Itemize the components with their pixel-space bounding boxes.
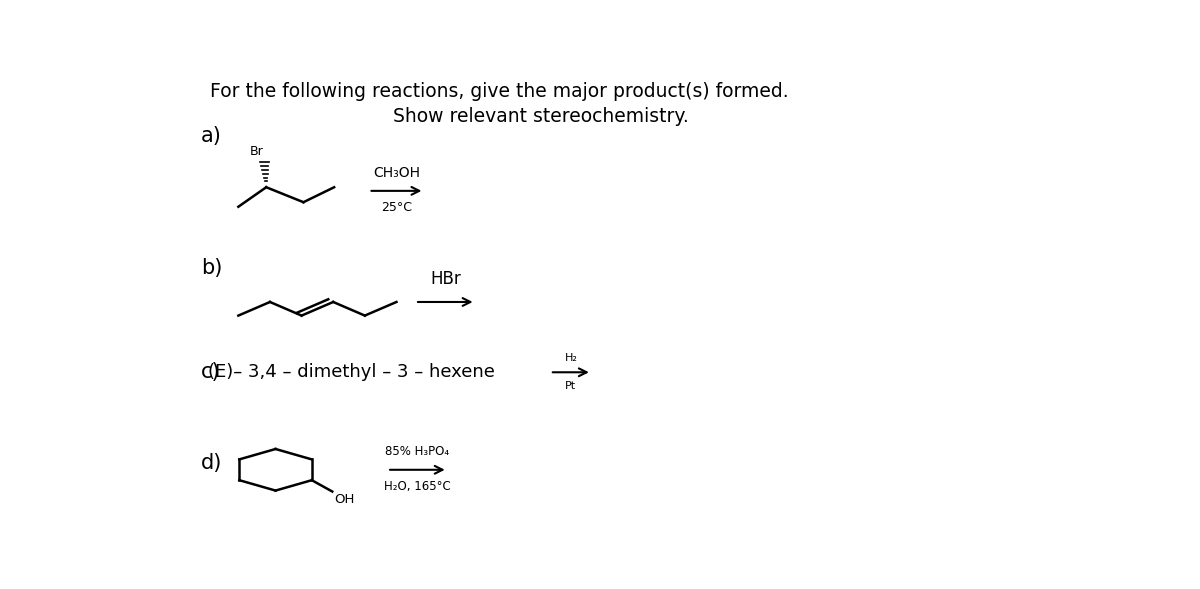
Text: 25°C: 25°C: [380, 201, 412, 214]
Text: Br: Br: [250, 145, 264, 158]
Text: Pt: Pt: [565, 381, 576, 391]
Text: H₂O, 165°C: H₂O, 165°C: [384, 480, 451, 493]
Text: HBr: HBr: [430, 270, 461, 289]
Text: Show relevant stereochemistry.: Show relevant stereochemistry.: [392, 107, 689, 126]
Text: OH: OH: [334, 493, 354, 506]
Text: 85% H₃PO₄: 85% H₃PO₄: [385, 445, 450, 458]
Text: c): c): [202, 362, 221, 382]
Text: b): b): [202, 258, 222, 278]
Text: d): d): [202, 453, 222, 473]
Text: For the following reactions, give the major product(s) formed.: For the following reactions, give the ma…: [210, 82, 790, 101]
Text: (E)– 3,4 – dimethyl – 3 – hexene: (E)– 3,4 – dimethyl – 3 – hexene: [208, 363, 494, 381]
Text: H₂: H₂: [564, 353, 577, 363]
Text: a): a): [202, 127, 222, 147]
Text: CH₃OH: CH₃OH: [373, 166, 420, 180]
